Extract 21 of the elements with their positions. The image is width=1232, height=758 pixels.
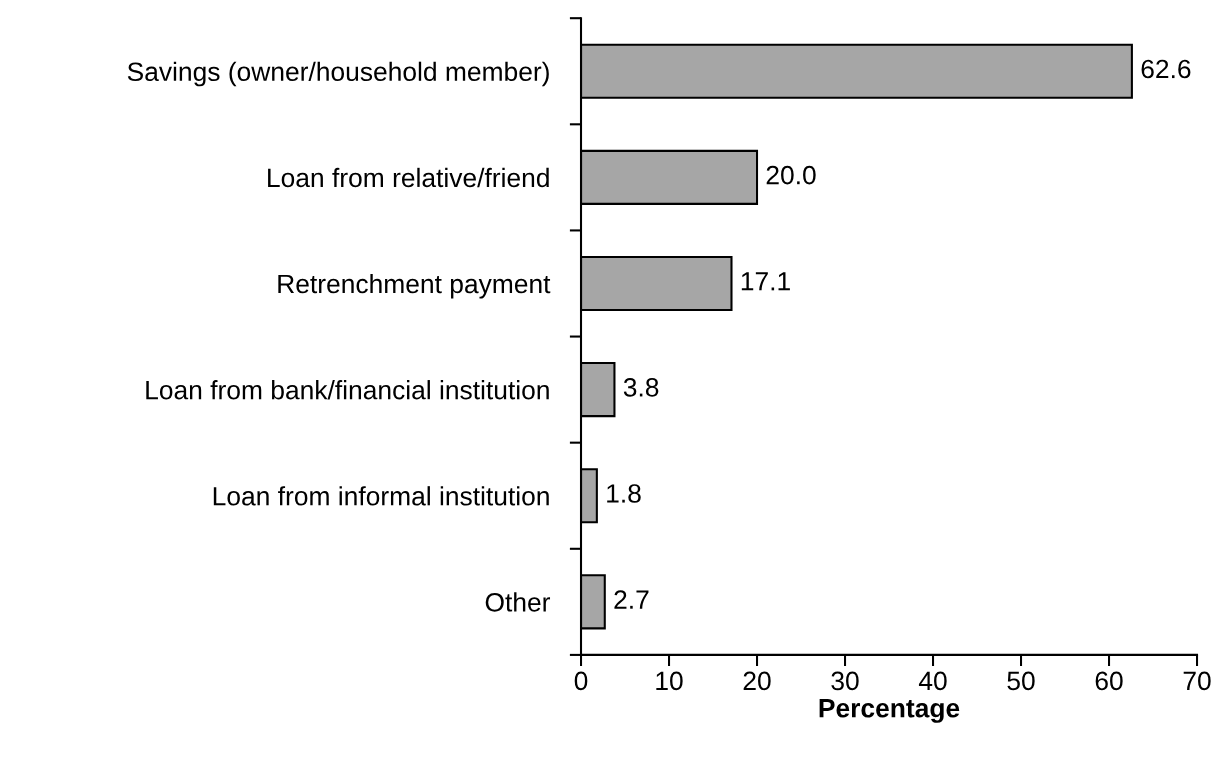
x-tick-label: 40 xyxy=(918,671,947,691)
x-axis-title: Percentage xyxy=(819,699,960,723)
data-label: 3.8 xyxy=(623,378,659,397)
data-label: 17.1 xyxy=(741,272,790,291)
x-tick-label: 70 xyxy=(1183,671,1211,691)
x-tick-label: 20 xyxy=(743,671,771,691)
data-label: 1.8 xyxy=(607,484,641,503)
y-tick-label: Loan from bank/financial institution xyxy=(146,380,549,400)
y-tick-label: Retrenchment payment xyxy=(278,273,551,299)
data-label: 62.6 xyxy=(1141,59,1191,79)
y-tick-label: Savings (owner/household member) xyxy=(127,61,549,87)
x-tick-label: 50 xyxy=(1007,671,1035,691)
data-label: 20.0 xyxy=(766,165,816,185)
data-label: 2.7 xyxy=(614,590,649,609)
x-tick-label: 30 xyxy=(831,671,859,691)
y-tick-label: Other xyxy=(485,592,551,612)
x-tick-label: 60 xyxy=(1095,671,1123,691)
x-tick-label: 10 xyxy=(656,671,683,691)
x-tick-label: 0 xyxy=(574,671,588,691)
y-tick-label: Loan from relative/friend xyxy=(268,167,549,188)
y-tick-label: Loan from informal institution xyxy=(213,486,549,506)
